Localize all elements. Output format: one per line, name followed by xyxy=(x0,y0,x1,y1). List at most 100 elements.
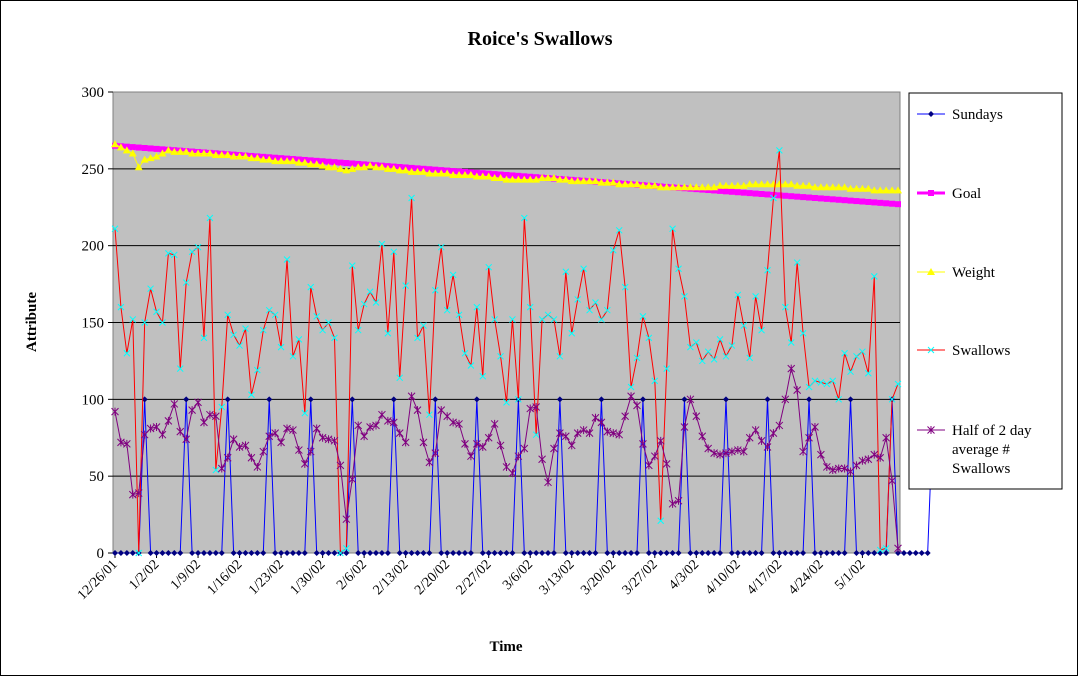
series-point-half-avg xyxy=(395,429,404,438)
series-point-swallows xyxy=(301,409,309,417)
series-point-sundays xyxy=(284,550,291,556)
series-point-goal xyxy=(325,158,332,165)
series-point-swallows xyxy=(354,326,362,334)
series-point-goal xyxy=(337,159,344,166)
series-point-sundays xyxy=(764,396,771,403)
series-point-swallows xyxy=(864,369,872,377)
series-point-swallows xyxy=(378,240,386,248)
y-tick-label: 100 xyxy=(82,392,105,408)
series-point-weight xyxy=(674,183,683,191)
series-point-weight xyxy=(680,183,689,191)
series-point-weight xyxy=(638,181,647,189)
series-point-weight xyxy=(852,184,861,192)
series-point-weight xyxy=(514,175,523,183)
series-point-half-avg xyxy=(544,478,552,487)
series-point-half-avg xyxy=(751,426,760,435)
y-tick-label: 50 xyxy=(89,469,104,485)
y-tick-label: 300 xyxy=(82,85,105,101)
series-point-weight xyxy=(882,186,891,194)
series-point-half-avg xyxy=(117,438,125,447)
series-point-sundays xyxy=(177,550,184,556)
series-point-swallows xyxy=(503,399,510,406)
series-point-weight xyxy=(538,174,547,182)
series-point-weight xyxy=(300,158,309,166)
series-point-weight xyxy=(472,172,481,180)
series-point-sundays xyxy=(260,550,267,556)
series-point-weight xyxy=(840,183,849,191)
series-point-sundays xyxy=(473,396,480,403)
series-point-half-avg xyxy=(472,439,481,448)
series-point-weight xyxy=(733,181,742,189)
series-point-weight xyxy=(413,167,422,175)
series-point-half-avg xyxy=(111,407,119,416)
series-point-half-avg xyxy=(164,416,173,425)
series-point-half-avg xyxy=(520,444,529,453)
series-point-swallows xyxy=(876,546,884,554)
series-point-swallows xyxy=(598,316,605,323)
series-point-weight xyxy=(894,186,902,194)
series-point-swallows xyxy=(414,334,421,342)
series-point-sundays xyxy=(900,550,907,556)
series-point-weight xyxy=(484,172,493,180)
series-point-sundays xyxy=(206,550,213,556)
legend-label-line: average # xyxy=(952,442,1010,458)
series-point-half-avg xyxy=(787,364,796,373)
series-point-weight xyxy=(247,154,256,162)
series-point-half-avg xyxy=(200,418,208,427)
legend-marker-half-avg xyxy=(927,426,935,434)
series-point-half-avg xyxy=(324,435,333,444)
series-point-half-avg xyxy=(852,461,861,470)
legend-label-sundays: Sundays xyxy=(952,107,1003,123)
series-point-goal xyxy=(817,195,824,202)
series-point-swallows xyxy=(835,395,843,403)
series-point-half-avg xyxy=(591,413,600,422)
series-point-half-avg xyxy=(722,449,730,458)
series-point-goal xyxy=(829,196,836,203)
series-point-half-avg xyxy=(840,464,849,473)
series-point-swallows xyxy=(402,282,410,289)
series-point-weight xyxy=(710,183,719,191)
series-point-sundays xyxy=(906,550,913,556)
series-point-swallows xyxy=(200,334,208,342)
series-point-weight xyxy=(549,174,558,182)
series-point-half-avg xyxy=(134,489,143,498)
series-point-half-avg xyxy=(401,438,410,447)
series-point-half-avg xyxy=(781,395,790,404)
series-point-half-avg xyxy=(348,475,357,484)
series-point-swallows xyxy=(704,348,712,356)
series-point-swallows xyxy=(758,326,765,334)
series-point-sundays xyxy=(491,550,498,556)
series-point-goal xyxy=(758,191,765,198)
series-point-half-avg xyxy=(253,462,262,471)
series-point-goal xyxy=(343,160,350,167)
series-point-swallows xyxy=(319,326,326,334)
series-point-goal xyxy=(883,200,890,207)
series-point-swallows xyxy=(764,266,771,274)
series-point-swallows xyxy=(366,288,374,296)
series-point-swallows xyxy=(799,329,807,337)
series-point-weight xyxy=(330,163,339,171)
series-point-half-avg xyxy=(140,430,149,439)
series-point-weight xyxy=(372,163,380,171)
series-point-weight xyxy=(781,180,790,188)
series-point-half-avg xyxy=(123,439,131,448)
series-point-sundays xyxy=(574,550,581,556)
series-point-goal xyxy=(877,199,884,206)
series-point-swallows xyxy=(135,549,143,557)
series-point-swallows xyxy=(117,303,125,311)
series-point-sundays xyxy=(461,550,468,556)
series-point-sundays xyxy=(497,550,504,556)
series-point-weight xyxy=(532,175,541,183)
series-point-sundays xyxy=(224,396,231,403)
series-point-weight xyxy=(745,180,754,188)
series-point-sundays xyxy=(414,550,421,556)
series-point-swallows xyxy=(277,343,285,351)
series-point-swallows xyxy=(295,336,303,343)
series-point-swallows xyxy=(372,299,380,306)
series-point-swallows xyxy=(669,225,676,233)
series-point-sundays xyxy=(847,396,854,403)
series-point-weight xyxy=(686,183,695,191)
series-point-half-avg xyxy=(336,461,345,470)
chart-title: Roice's Swallows xyxy=(468,28,613,50)
